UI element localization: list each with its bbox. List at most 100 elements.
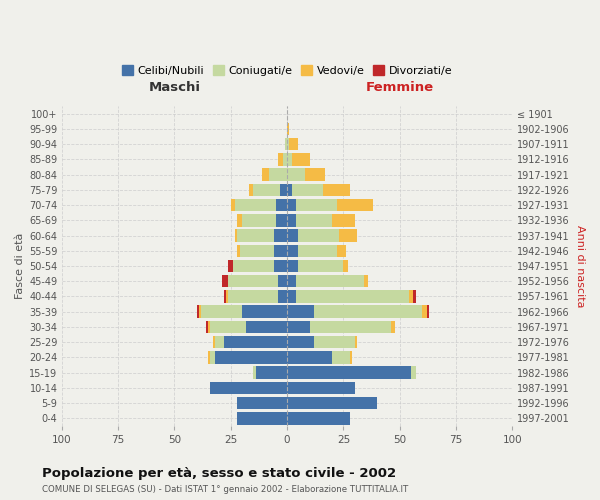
Bar bbox=[235, 230, 238, 242]
Y-axis label: Fasce di età: Fasce di età bbox=[15, 233, 25, 299]
Bar bbox=[364, 275, 368, 287]
Bar bbox=[296, 290, 409, 302]
Bar bbox=[249, 184, 253, 196]
Bar bbox=[337, 244, 346, 257]
Bar bbox=[287, 260, 298, 272]
Bar bbox=[235, 199, 276, 211]
Bar bbox=[287, 290, 296, 302]
Bar bbox=[323, 184, 350, 196]
Bar bbox=[310, 320, 391, 333]
Bar bbox=[314, 336, 355, 348]
Bar bbox=[278, 153, 283, 166]
Legend: Celibi/Nubili, Coniugati/e, Vedovi/e, Divorziati/e: Celibi/Nubili, Coniugati/e, Vedovi/e, Di… bbox=[117, 60, 457, 80]
Bar bbox=[314, 306, 422, 318]
Bar bbox=[339, 230, 357, 242]
Bar bbox=[247, 320, 287, 333]
Bar bbox=[409, 290, 413, 302]
Bar bbox=[292, 184, 323, 196]
Bar bbox=[413, 290, 416, 302]
Bar bbox=[287, 320, 310, 333]
Bar bbox=[211, 351, 215, 364]
Bar bbox=[287, 199, 296, 211]
Bar bbox=[355, 336, 357, 348]
Bar bbox=[287, 168, 305, 181]
Bar bbox=[296, 214, 332, 226]
Bar bbox=[211, 320, 247, 333]
Bar bbox=[292, 153, 310, 166]
Bar bbox=[238, 244, 240, 257]
Bar bbox=[202, 306, 242, 318]
Text: Femmine: Femmine bbox=[365, 81, 434, 94]
Bar bbox=[422, 306, 427, 318]
Bar bbox=[278, 275, 287, 287]
Bar bbox=[238, 230, 274, 242]
Bar bbox=[305, 168, 325, 181]
Bar bbox=[298, 244, 337, 257]
Bar bbox=[287, 138, 289, 150]
Bar bbox=[208, 351, 211, 364]
Bar bbox=[262, 168, 269, 181]
Bar bbox=[253, 366, 256, 379]
Bar bbox=[411, 366, 416, 379]
Bar bbox=[332, 351, 350, 364]
Bar bbox=[224, 290, 226, 302]
Bar bbox=[287, 153, 292, 166]
Bar bbox=[427, 306, 429, 318]
Bar bbox=[274, 260, 287, 272]
Bar bbox=[269, 168, 287, 181]
Bar bbox=[287, 336, 314, 348]
Bar bbox=[240, 244, 274, 257]
Bar bbox=[287, 230, 298, 242]
Bar bbox=[242, 306, 287, 318]
Bar bbox=[287, 412, 350, 424]
Bar bbox=[278, 290, 287, 302]
Bar bbox=[231, 199, 235, 211]
Bar bbox=[337, 199, 373, 211]
Bar bbox=[287, 382, 355, 394]
Bar bbox=[287, 397, 377, 409]
Bar bbox=[391, 320, 395, 333]
Text: Popolazione per età, sesso e stato civile - 2002: Popolazione per età, sesso e stato civil… bbox=[42, 468, 396, 480]
Bar bbox=[238, 397, 287, 409]
Bar bbox=[287, 351, 332, 364]
Bar bbox=[222, 275, 229, 287]
Bar bbox=[289, 138, 298, 150]
Bar bbox=[343, 260, 348, 272]
Bar bbox=[197, 306, 199, 318]
Bar bbox=[287, 214, 296, 226]
Bar bbox=[350, 351, 352, 364]
Bar bbox=[226, 290, 229, 302]
Bar bbox=[229, 275, 278, 287]
Bar bbox=[296, 199, 337, 211]
Bar bbox=[296, 275, 364, 287]
Bar bbox=[208, 320, 211, 333]
Text: Maschi: Maschi bbox=[148, 81, 200, 94]
Bar bbox=[233, 260, 274, 272]
Bar bbox=[238, 214, 242, 226]
Bar bbox=[215, 351, 287, 364]
Bar bbox=[274, 230, 287, 242]
Bar bbox=[285, 138, 287, 150]
Text: COMUNE DI SELEGAS (SU) - Dati ISTAT 1° gennaio 2002 - Elaborazione TUTTITALIA.IT: COMUNE DI SELEGAS (SU) - Dati ISTAT 1° g… bbox=[42, 485, 408, 494]
Bar bbox=[298, 260, 343, 272]
Bar bbox=[287, 184, 292, 196]
Bar bbox=[199, 306, 202, 318]
Bar bbox=[224, 336, 287, 348]
Bar bbox=[298, 230, 339, 242]
Bar bbox=[287, 275, 296, 287]
Bar bbox=[212, 336, 215, 348]
Bar bbox=[206, 320, 208, 333]
Bar bbox=[287, 244, 298, 257]
Bar bbox=[242, 214, 276, 226]
Bar bbox=[280, 184, 287, 196]
Bar bbox=[229, 290, 278, 302]
Y-axis label: Anni di nascita: Anni di nascita bbox=[575, 225, 585, 308]
Bar bbox=[283, 153, 287, 166]
Bar bbox=[253, 184, 280, 196]
Bar bbox=[287, 306, 314, 318]
Bar bbox=[276, 199, 287, 211]
Bar bbox=[211, 382, 287, 394]
Bar bbox=[229, 260, 233, 272]
Bar bbox=[256, 366, 287, 379]
Bar bbox=[287, 122, 289, 135]
